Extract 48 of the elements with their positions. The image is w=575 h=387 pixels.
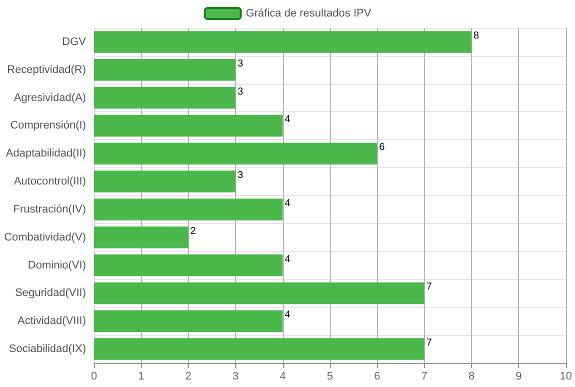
x-tick-label: 6 [374,370,380,382]
y-tick-label: Actividad(VIII) [18,315,86,328]
bar [94,58,236,81]
x-tick-label: 1 [138,370,144,382]
x-tick-label: 10 [560,370,572,382]
x-tick-label: 3 [232,370,239,382]
data-label: 4 [284,254,291,265]
bar [94,142,378,165]
x-tick-label: 2 [185,370,192,382]
bar [94,310,283,332]
data-label: 3 [238,58,244,70]
bar [94,282,424,304]
data-label: 2 [190,226,196,237]
bar [94,114,283,137]
y-tick-label: Agresividad(A) [14,92,86,104]
x-tick-label: 9 [516,370,522,382]
y-tick-label: Combatividad(V) [4,231,86,244]
bar [94,198,283,220]
y-tick-label: Autocontrol(III) [14,176,86,188]
data-label: 4 [284,310,291,321]
y-tick-label: Sociabilidad(IX) [8,343,86,356]
data-label: 4 [284,114,291,126]
y-tick-label: Adaptabilidad(II) [6,148,86,160]
x-tick-label: 8 [468,370,475,382]
x-tick-label: 0 [90,370,98,382]
x-tick-label: 7 [421,370,428,382]
y-tick-label: Seguridad(VII) [15,287,86,300]
y-tick-label: Frustración(IV) [13,203,86,216]
y-tick-label: Comprensión(I) [10,120,86,132]
data-label: 6 [379,142,386,154]
data-label: 3 [238,86,244,98]
data-label: 8 [474,30,480,42]
data-label: 7 [426,282,432,293]
y-tick-label: Dominio(VI) [28,259,86,272]
data-label: 7 [426,338,432,349]
x-tick-label: 4 [280,370,286,382]
x-tick-label: 5 [326,370,334,382]
bar [94,254,283,276]
bar [94,31,472,53]
bar [94,338,424,360]
legend-label: Gráfica de resultados IPV [246,8,372,20]
bar [94,226,188,248]
bar [94,86,236,109]
bar [94,170,236,192]
y-tick-label: DGV [62,36,87,48]
data-label: 3 [238,170,244,182]
y-tick-label: Receptividad(R) [7,64,86,76]
data-label: 4 [284,198,291,209]
